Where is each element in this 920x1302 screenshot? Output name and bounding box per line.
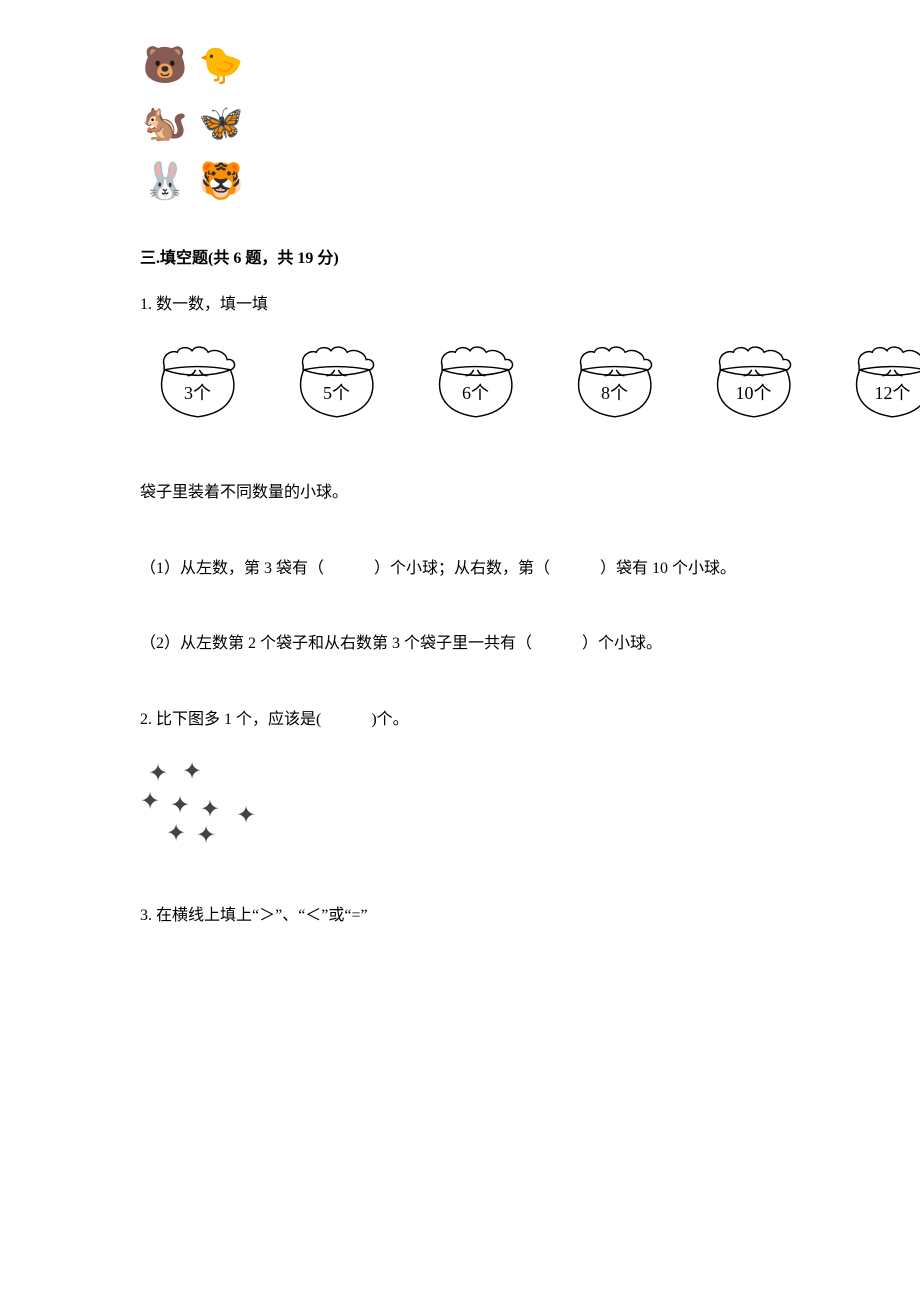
animal-row-3: 🐰 🐯 — [140, 156, 920, 206]
animal-row-1: 🐻 🐤 — [140, 40, 920, 90]
bag-2: 5个 — [279, 342, 394, 450]
squirrel-image: 🐿️ — [140, 98, 190, 148]
bag-4: 8个 — [557, 342, 672, 450]
bag-1-label: 3个 — [184, 379, 211, 408]
butterfly-image: 🦋 — [196, 98, 246, 148]
animal-grid: 🐻 🐤 🐿️ 🦋 🐰 🐯 — [140, 40, 920, 206]
bag-5: 10个 — [696, 342, 811, 450]
rabbit-image: 🐰 — [140, 156, 190, 206]
q1-sub1-pre: （1）从左数，第 3 袋有（ — [140, 560, 324, 577]
star-icon: ✦ — [196, 817, 216, 855]
bag-3: 6个 — [418, 342, 533, 450]
q1-number: 1. — [140, 296, 152, 313]
q2-prompt-pre: 比下图多 1 个，应该是( — [156, 711, 321, 728]
bags-row: 3个 5个 6个 — [140, 342, 920, 450]
bird-image: 🐤 — [196, 40, 246, 90]
blank-field[interactable] — [324, 556, 374, 582]
q2-prompt-post: )个。 — [371, 711, 408, 728]
bear-image: 🐻 — [140, 40, 190, 90]
q1-caption: 袋子里装着不同数量的小球。 — [140, 480, 920, 506]
bag-4-label: 8个 — [601, 379, 628, 408]
bag-3-label: 6个 — [462, 379, 489, 408]
bag-5-label: 10个 — [736, 379, 772, 408]
q1-prompt: 数一数，填一填 — [156, 296, 268, 313]
blank-field[interactable] — [532, 631, 582, 657]
blank-field[interactable] — [321, 707, 371, 733]
tiger-image: 🐯 — [196, 156, 246, 206]
bag-2-label: 5个 — [323, 379, 350, 408]
q1-sub1-post: ）袋有 10 个小球。 — [600, 560, 736, 577]
q2-number: 2. — [140, 711, 152, 728]
star-icon: ✦ — [182, 753, 202, 791]
blank-field[interactable] — [550, 556, 600, 582]
question-3: 3. 在横线上填上“＞”、“＜”或“=” — [140, 903, 920, 929]
star-icon: ✦ — [140, 783, 160, 821]
section-title: 三.填空题(共 6 题，共 19 分) — [140, 246, 920, 272]
q1-sub2: （2）从左数第 2 个袋子和从右数第 3 个袋子里一共有（ ）个小球。 — [140, 631, 920, 657]
q1-sub1-mid: ）个小球；从右数，第（ — [374, 560, 550, 577]
animal-row-2: 🐿️ 🦋 — [140, 98, 920, 148]
q1-sub2-pre: （2）从左数第 2 个袋子和从右数第 3 个袋子里一共有（ — [140, 635, 532, 652]
star-icon: ✦ — [166, 815, 186, 853]
question-1: 1. 数一数，填一填 — [140, 292, 920, 318]
q3-number: 3. — [140, 907, 152, 924]
star-icon: ✦ — [236, 797, 256, 835]
q1-sub1: （1）从左数，第 3 袋有（ ）个小球；从右数，第（ ）袋有 10 个小球。 — [140, 556, 920, 582]
q3-prompt: 在横线上填上“＞”、“＜”或“=” — [156, 907, 368, 924]
question-2: 2. 比下图多 1 个，应该是( )个。 — [140, 707, 920, 733]
q1-sub2-post: ）个小球。 — [582, 635, 662, 652]
stars-figure: ✦ ✦ ✦ ✦ ✦ ✦ ✦ ✦ — [140, 753, 280, 863]
page-content: 🐻 🐤 🐿️ 🦋 🐰 🐯 三.填空题(共 6 题，共 19 分) 1. 数一数，… — [0, 0, 920, 986]
bag-6: 12个 — [835, 342, 920, 450]
bag-1: 3个 — [140, 342, 255, 450]
bag-6-label: 12个 — [875, 379, 911, 408]
